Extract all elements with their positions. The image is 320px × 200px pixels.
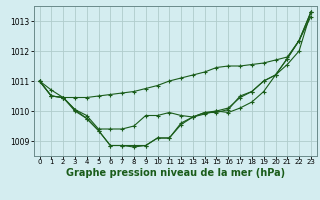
X-axis label: Graphe pression niveau de la mer (hPa): Graphe pression niveau de la mer (hPa) [66,168,285,178]
